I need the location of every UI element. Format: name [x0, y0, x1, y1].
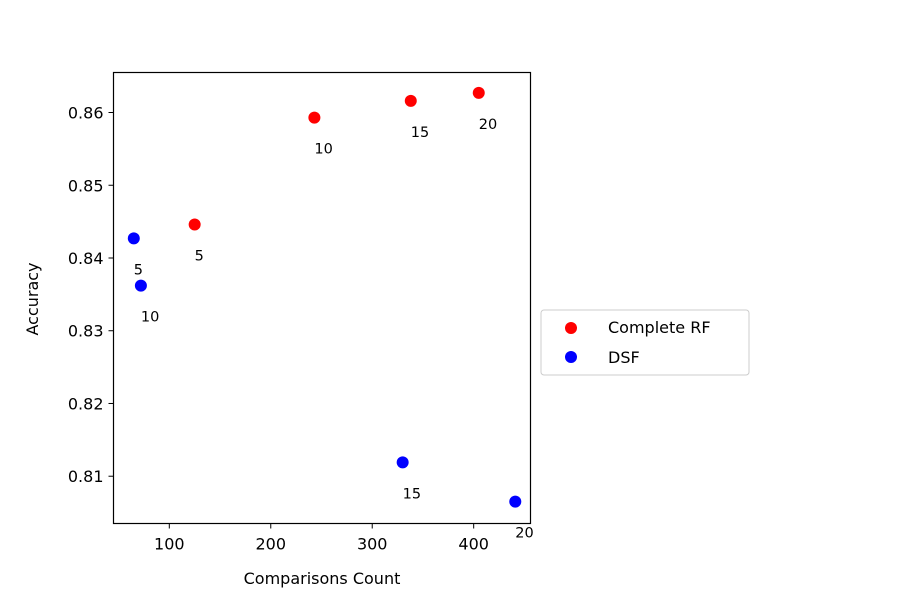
- x-axis: 100 200 300 400: [154, 523, 489, 554]
- x-axis-label: Comparisons Count: [244, 569, 401, 588]
- point-dsf: [134, 279, 147, 292]
- point-dsf: [127, 232, 140, 245]
- point-label-complete-rf: 20: [479, 117, 497, 133]
- point-label-complete-rf: 5: [195, 249, 204, 265]
- point-complete-rf: [404, 94, 417, 107]
- legend-label-dsf: DSF: [608, 348, 640, 367]
- y-tick-label: 0.82: [68, 394, 104, 413]
- point-label-dsf: 20: [515, 526, 533, 542]
- x-tick-label: 100: [154, 535, 185, 554]
- point-complete-rf: [308, 111, 321, 124]
- legend-marker-complete-rf: [565, 322, 577, 334]
- data-points: [127, 86, 522, 508]
- x-tick-label: 400: [458, 535, 489, 554]
- x-tick-label: 200: [255, 535, 286, 554]
- point-labels: 5 10 15 20 5 10 15 20: [134, 117, 534, 542]
- y-tick-label: 0.83: [68, 322, 104, 341]
- point-dsf: [396, 456, 409, 469]
- y-tick-label: 0.86: [68, 104, 104, 123]
- point-label-dsf: 5: [134, 262, 143, 278]
- legend-marker-dsf: [565, 351, 577, 363]
- legend-box: [540, 309, 750, 376]
- x-tick-label: 300: [357, 535, 388, 554]
- legend: Complete RF DSF: [540, 309, 750, 376]
- point-dsf: [509, 495, 522, 508]
- y-tick-label: 0.81: [68, 467, 104, 486]
- point-label-complete-rf: 10: [314, 142, 332, 158]
- point-label-dsf: 15: [403, 486, 421, 502]
- point-label-dsf: 10: [141, 310, 159, 326]
- y-tick-label: 0.85: [68, 176, 104, 195]
- point-complete-rf: [188, 218, 201, 231]
- point-label-complete-rf: 15: [411, 125, 429, 141]
- plot-frame: [112, 71, 532, 525]
- y-axis-label: Accuracy: [23, 262, 42, 335]
- y-axis: 0.81 0.82 0.83 0.84 0.85 0.86: [68, 104, 114, 486]
- legend-label-complete-rf: Complete RF: [608, 318, 711, 337]
- point-complete-rf: [472, 86, 485, 99]
- y-tick-label: 0.84: [68, 249, 104, 268]
